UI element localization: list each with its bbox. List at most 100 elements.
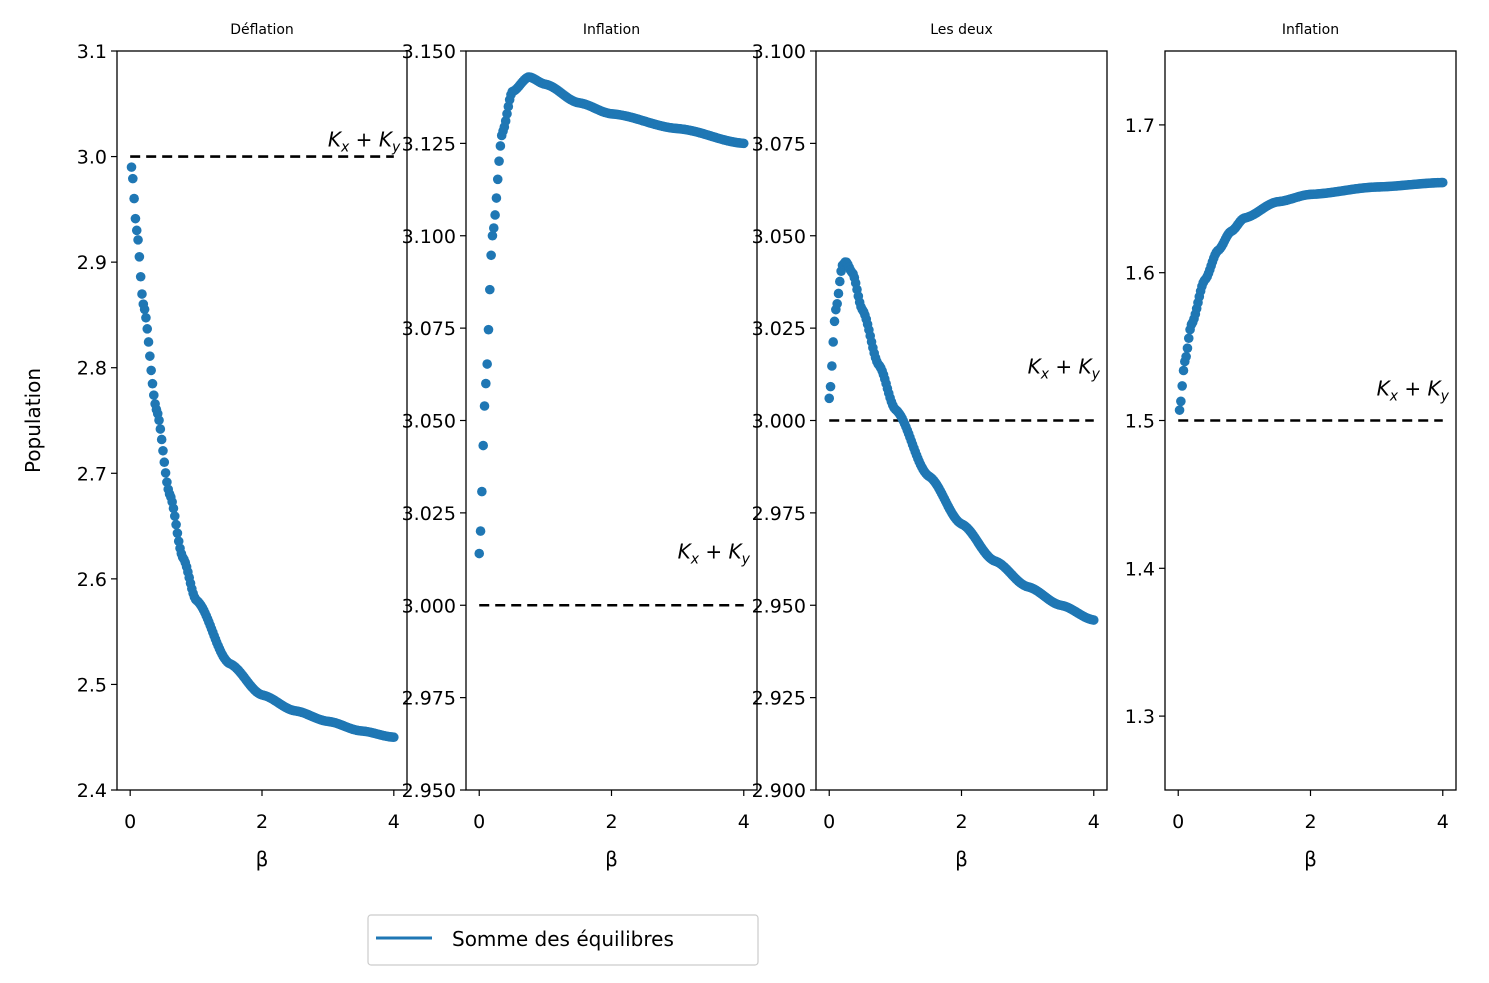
y-tick-label: 3.050 (402, 411, 456, 433)
x-tick-label: 4 (738, 811, 750, 833)
subplot-1: Déflation 2.4 2.5 2.6 2.7 2.8 2.9 3.0 3.1 0 2 4 β Pop… (21, 22, 408, 871)
axes-frame (465, 50, 758, 791)
y-tick-label: 2.5 (77, 674, 107, 696)
series-points (1174, 177, 1448, 415)
y-tick-label: 2.900 (752, 780, 806, 802)
y-tick-label: 2.4 (77, 780, 107, 802)
data-point (130, 213, 141, 224)
y-tick-label: 3.0 (77, 147, 107, 169)
x-tick-label: 4 (1088, 811, 1100, 833)
x-axis-label: β (256, 847, 269, 871)
data-point (481, 378, 491, 389)
x-tick-label: 2 (605, 811, 617, 833)
data-point (129, 193, 139, 204)
data-point (491, 193, 502, 203)
data-point (475, 526, 486, 536)
data-point (142, 324, 153, 334)
data-point (147, 378, 158, 389)
data-point (485, 284, 495, 295)
x-tick-label: 2 (256, 811, 268, 833)
data-point (159, 457, 170, 468)
data-point (829, 316, 840, 327)
legend: Somme des équilibres (367, 914, 759, 966)
y-tick-label: 2.975 (752, 503, 806, 525)
y-tick-label: 3.1 (77, 41, 107, 63)
x-axis-label: β (605, 847, 618, 871)
data-point (133, 235, 143, 245)
data-point (137, 289, 147, 299)
y-tick-label: 2.950 (752, 595, 806, 617)
y-tick-label: 2.8 (77, 358, 107, 380)
data-point (488, 223, 499, 233)
subplot-3: Les deux 2.900 2.925 2.950 2.975 3.000 3.025 3.… (752, 22, 1108, 871)
y-tick-label: 3.025 (402, 503, 456, 525)
data-point (154, 415, 164, 426)
data-point (1178, 365, 1189, 376)
y-tick-label: 3.125 (402, 133, 456, 155)
data-point (486, 250, 496, 261)
data-point (139, 304, 150, 315)
data-point (135, 271, 146, 282)
data-point (141, 312, 151, 323)
data-point (143, 337, 154, 347)
data-point (169, 511, 180, 521)
x-tick-label: 2 (1304, 811, 1316, 833)
data-point (835, 276, 845, 287)
data-point (155, 424, 166, 434)
data-point (1177, 381, 1187, 391)
data-point (126, 162, 137, 172)
data-point (824, 393, 835, 404)
axes-frame (1164, 50, 1457, 791)
reference-label: Kx + Ky (678, 539, 751, 567)
y-tick-label: 2.9 (77, 252, 107, 274)
y-tick-label: 2.925 (752, 688, 806, 710)
y-tick-label: 2.6 (77, 569, 107, 591)
data-point (490, 210, 500, 220)
y-tick-label: 3.025 (752, 318, 806, 340)
y-tick-label: 3.050 (752, 226, 806, 248)
data-point (158, 445, 168, 456)
x-tick-label: 0 (823, 811, 835, 833)
subplot-2: Inflation 2.950 2.975 3.000 3.025 3.050 3.075 3… (402, 22, 758, 871)
data-point (492, 174, 503, 185)
x-tick-label: 0 (124, 811, 136, 833)
y-tick-label: 3.075 (402, 318, 456, 340)
reference-label: Kx + Ky (1377, 377, 1450, 405)
x-tick-label: 4 (388, 811, 400, 833)
data-point (500, 116, 511, 126)
x-tick-label: 0 (473, 811, 485, 833)
data-point (832, 298, 842, 309)
data-point (134, 252, 145, 262)
subplot-title: Les deux (930, 22, 993, 38)
data-point (172, 528, 183, 538)
data-point (1181, 351, 1191, 362)
subplots: Déflation 2.4 2.5 2.6 2.7 2.8 2.9 3.0 3.1 0 2 4 β Pop… (21, 22, 1457, 871)
x-axis-label: β (955, 847, 968, 871)
data-point (487, 230, 498, 241)
y-tick-label: 3.100 (752, 41, 806, 63)
series-points (824, 257, 1099, 625)
subplot-title: Déflation (230, 22, 294, 38)
x-tick-label: 2 (955, 811, 967, 833)
axes-frame (815, 50, 1108, 791)
data-point (479, 401, 490, 411)
data-point (389, 732, 399, 743)
y-tick-label: 3.075 (752, 133, 806, 155)
y-tick-label: 1.6 (1125, 263, 1155, 285)
y-tick-label: 3.150 (402, 41, 456, 63)
subplot-title: Inflation (583, 22, 640, 38)
y-axis-label: Population (21, 368, 45, 473)
data-point (146, 365, 156, 376)
data-point (825, 381, 836, 392)
data-point (171, 519, 181, 530)
data-point (1183, 333, 1194, 344)
data-point (474, 548, 485, 559)
data-point (738, 138, 749, 149)
x-tick-label: 4 (1437, 811, 1449, 833)
data-point (160, 468, 171, 478)
y-tick-label: 1.7 (1125, 115, 1155, 137)
y-tick-label: 2.950 (402, 780, 456, 802)
data-point (827, 361, 837, 371)
